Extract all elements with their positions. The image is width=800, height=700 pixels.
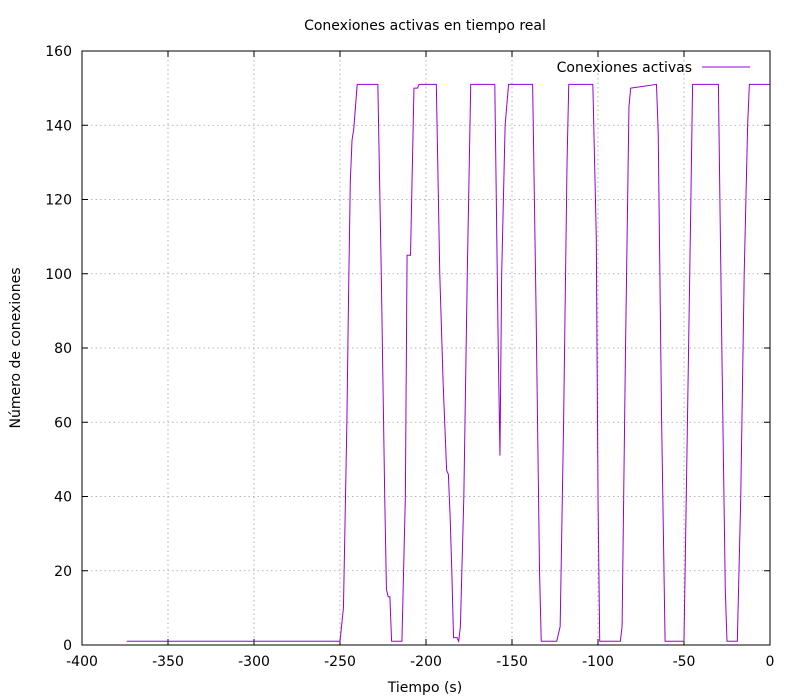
y-axis-label: Número de conexiones [8, 267, 24, 428]
grid [82, 51, 770, 645]
x-tick-label: -150 [496, 654, 528, 670]
legend-label: Conexiones activas [557, 60, 692, 76]
x-tick-label: 0 [766, 654, 775, 670]
x-tick-label: -50 [673, 654, 696, 670]
x-tick-label: -300 [238, 654, 270, 670]
y-tick-label: 120 [45, 193, 72, 209]
y-tick-label: 20 [54, 564, 72, 580]
chart-title: Conexiones activas en tiempo real [304, 18, 546, 34]
x-tick-label: -400 [66, 654, 98, 670]
x-tick-label: -100 [582, 654, 614, 670]
axis-ticks: -400 -350 -300 -250 -200 -150 -100 -50 0 0 20 40 60 8… [45, 44, 774, 670]
y-tick-label: 160 [45, 44, 72, 60]
y-tick-label: 140 [45, 118, 72, 134]
series-line-conexiones-activas [126, 83, 770, 644]
y-tick-label: 0 [63, 638, 72, 654]
x-axis-label: Tiempo (s) [387, 680, 462, 696]
x-tick-label: -350 [152, 654, 184, 670]
y-tick-label: 60 [54, 415, 72, 431]
legend: Conexiones activas [557, 60, 750, 76]
y-tick-label: 100 [45, 267, 72, 283]
x-tick-label: -250 [324, 654, 356, 670]
y-tick-label: 80 [54, 341, 72, 357]
y-tick-label: 40 [54, 490, 72, 506]
series-layer [126, 83, 770, 644]
x-tick-label: -200 [410, 654, 442, 670]
